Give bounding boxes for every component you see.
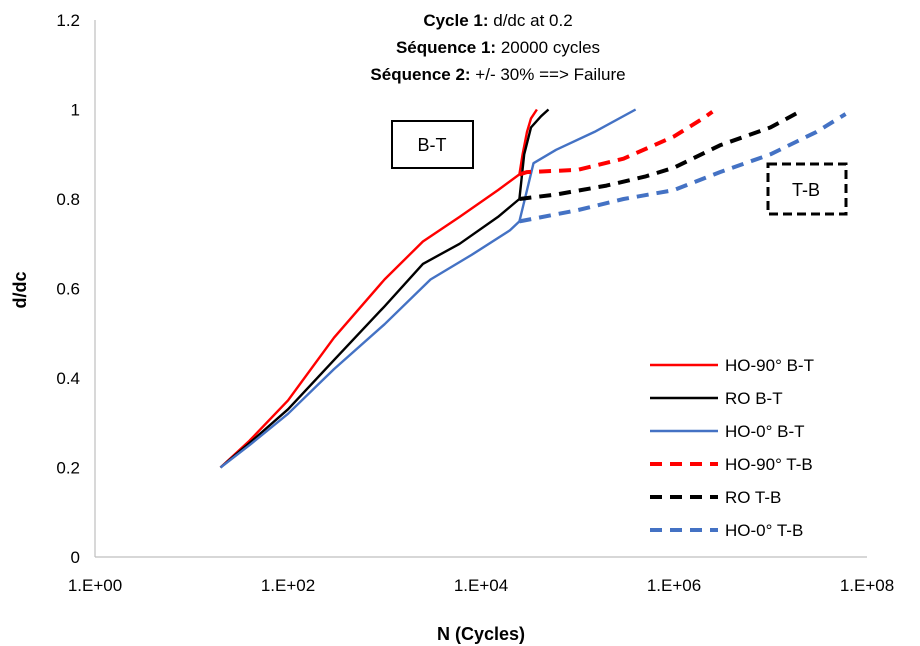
legend: HO-90° B-T RO B-T HO-0° B-T HO-90° T-B RO T-… [650,356,814,540]
annotation-bold: Séquence 2: [370,65,470,84]
y-axis-title: d/dc [10,271,30,308]
y-tick-label: 0.2 [56,459,80,478]
annotation-bold: Cycle 1: [423,11,488,30]
box-t-b-frame [766,162,848,216]
legend-label: HO-0° B-T [725,422,805,441]
annotation-line: Cycle 1: d/dc at 0.2 [423,11,572,30]
y-tick-label: 0 [71,548,80,567]
annotation-line: Séquence 1: 20000 cycles [396,38,600,57]
series-line-2 [219,108,637,469]
annotation-bold: Séquence 1: [396,38,496,57]
annotation-text: 20000 cycles [496,38,600,57]
series-line-4 [519,109,801,201]
x-tick-label: 1.E+00 [68,576,122,595]
box-b-t: B-T [391,120,474,169]
y-tick-label: 0.8 [56,190,80,209]
x-tick-label: 1.E+06 [647,576,701,595]
legend-label: HO-90° B-T [725,356,814,375]
y-tick-label: 1.2 [56,11,80,30]
legend-label: HO-0° T-B [725,521,803,540]
box-b-t-label: B-T [418,135,447,155]
x-tick-label: 1.E+08 [840,576,894,595]
y-tick-labels: 0 0.2 0.4 0.6 0.8 1 1.2 [56,11,80,567]
box-t-b-label: T-B [792,180,820,200]
box-b-t-frame [391,120,474,169]
legend-label: RO B-T [725,389,783,408]
series-line-0 [219,108,538,469]
y-tick-label: 0.6 [56,280,80,299]
y-tick-label: 0.4 [56,369,80,388]
x-tick-labels: 1.E+00 1.E+02 1.E+04 1.E+06 1.E+08 [68,576,894,595]
x-tick-label: 1.E+02 [261,576,315,595]
y-tick-label: 1 [71,101,80,120]
series-layer [219,108,847,469]
annotation-text: d/dc at 0.2 [489,11,573,30]
series-line-5 [519,112,847,224]
x-tick-label: 1.E+04 [454,576,508,595]
annotation-text: +/- 30% ==> Failure [471,65,626,84]
box-t-b: T-B [766,162,848,216]
legend-label: RO T-B [725,488,781,507]
chart-annotation: Cycle 1: d/dc at 0.2 Séquence 1: 20000 cy… [370,11,625,84]
series-line-1 [219,108,550,469]
series-line-3 [518,110,714,177]
plot-area [94,20,867,558]
annotation-line: Séquence 2: +/- 30% ==> Failure [370,65,625,84]
legend-label: HO-90° T-B [725,455,813,474]
x-axis-title: N (Cycles) [437,624,525,644]
